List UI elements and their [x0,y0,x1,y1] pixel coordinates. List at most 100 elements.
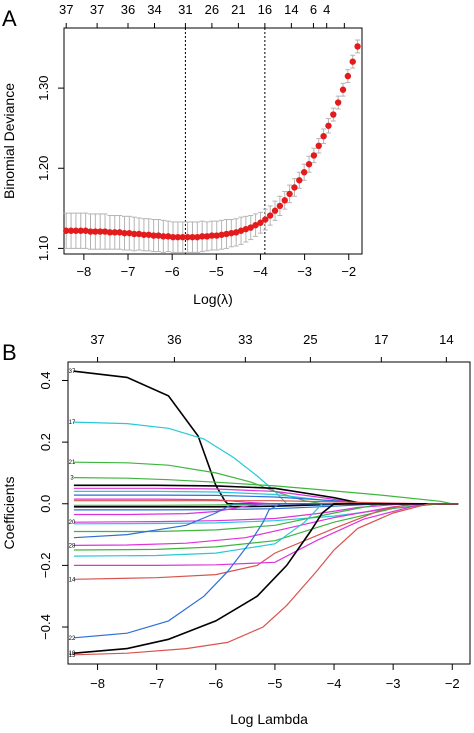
x-tick-label: −4 [253,264,268,279]
deviance-point [213,232,220,239]
coefficient-label: 14 [69,577,76,583]
plot-frame [67,361,471,665]
deviance-point [276,202,284,210]
deviance-point [223,230,230,238]
coefficient-label: 17 [69,420,76,426]
coefficient-label: 15 [69,653,76,659]
deviance-point [77,227,84,234]
deviance-point [242,225,250,233]
deviance-point [135,230,143,238]
deviance-point [67,227,75,234]
coefficient-label: 3 [70,476,74,482]
deviance-point [237,227,245,234]
top-axis-label: 37 [90,332,104,347]
deviance-point [228,229,235,237]
deviance-point [203,233,211,240]
deviance-point [349,58,356,65]
coefficient-path [73,503,459,539]
x-tick-label: −3 [386,676,401,691]
deviance-point [116,229,123,236]
deviance-point [169,233,177,241]
deviance-point [296,177,303,184]
deviance-point [72,227,80,234]
x-tick-label: −3 [297,264,312,279]
deviance-point [198,233,206,240]
deviance-point [271,207,279,214]
coefficient-label: 28 [69,543,76,549]
y-tick-label: 0.2 [38,433,53,451]
x-tick-label: −7 [149,676,164,691]
top-axis-label: 34 [147,2,161,17]
x-tick-label: −2 [341,264,356,279]
deviance-point [315,142,322,150]
deviance-point [130,230,138,238]
coefficient-path [73,487,459,505]
deviance-point [160,233,167,240]
deviance-point [121,229,128,237]
deviance-point [300,169,308,176]
x-tick-label: −6 [165,264,180,279]
coefficient-label: 37 [69,369,76,375]
x-tick-label: −8 [90,676,105,691]
deviance-chart: −8 −7 −6 −5 −4 −3 −2 Log(λ) 1.10 1.20 1.30 Binomial… [1,2,363,307]
deviance-point [286,190,293,198]
deviance-point [320,132,327,140]
x-tick-label: −2 [445,676,460,691]
top-axis-label: 14 [439,332,453,347]
deviance-point [262,216,269,223]
deviance-point [101,228,109,235]
x-tick-label: −4 [327,676,342,691]
top-axis-label: 25 [303,332,317,347]
top-axis-label: 36 [121,2,135,17]
coefficient-path [73,461,459,505]
y-tick-label: −0.2 [38,553,53,579]
deviance-point [179,233,186,241]
deviance-point [354,43,361,50]
coefficient-path [73,503,459,656]
deviance-point [252,221,259,229]
y-tick-label: 1.30 [36,75,51,100]
y-tick-label: 1.10 [36,236,51,261]
deviance-point [325,122,332,129]
x-tick-label: −5 [209,264,224,279]
top-axis-label: 37 [90,2,104,17]
coefficient-path [73,503,459,546]
deviance-point [87,228,94,235]
deviance-point [330,111,337,118]
coefficient-path [73,503,459,654]
coefficient-label: 22 [69,636,76,642]
deviance-point [266,212,274,219]
top-axis-label: 31 [178,2,192,17]
y-tick-label: 0.4 [38,371,53,389]
x-tick-label: −6 [208,676,223,691]
deviance-point [82,227,89,234]
deviance-point [140,231,148,238]
deviance-point [257,219,264,226]
deviance-point [334,99,342,106]
deviance-point [126,229,133,237]
coefficient-label: 19 [69,651,76,657]
deviance-point [208,232,216,239]
deviance-point [184,233,191,241]
x-axis-title: Log Lambda [230,711,308,727]
y-tick-label: −0.4 [38,614,53,640]
deviance-point [97,228,104,235]
deviance-point [189,233,196,241]
top-axis-label: 36 [167,332,181,347]
top-axis-label: 37 [59,2,73,17]
coefficient-path-chart: −8 −7 −6 −5 −4 −3 −2 Log Lambda −0.4 −0.2 0.0 0.2 0.… [1,332,471,727]
plot-frame [63,27,363,255]
deviance-point [63,227,70,234]
coefficient-path [73,477,459,505]
deviance-point [155,232,162,239]
deviance-point [174,233,182,241]
deviance-point [218,231,225,238]
coefficient-path [73,503,459,580]
panel-a-letter: A [2,6,17,31]
deviance-point [291,184,298,191]
coefficient-path [73,421,459,505]
deviance-point [281,197,288,204]
top-axis-label: 14 [284,2,298,17]
deviance-point [150,232,157,239]
